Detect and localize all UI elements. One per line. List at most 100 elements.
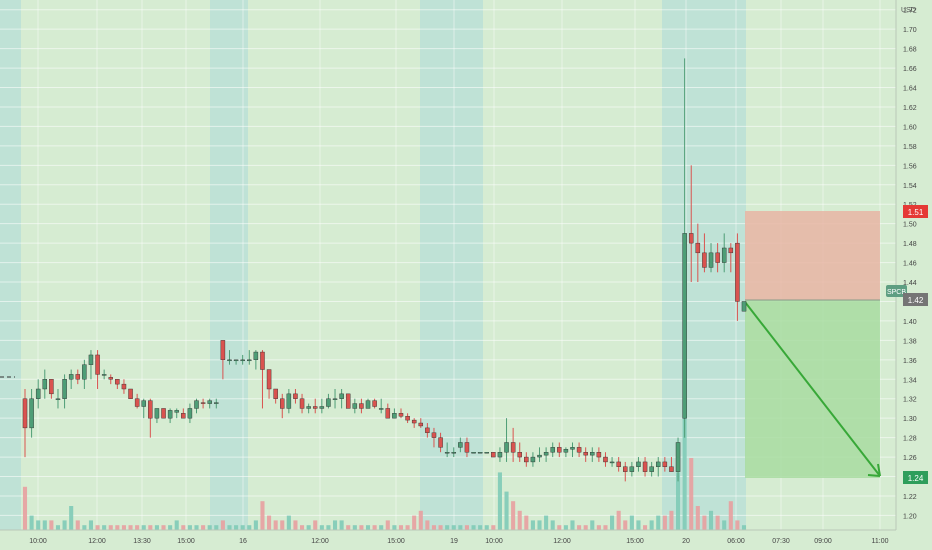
candle-body (728, 247, 734, 254)
volume-bar (267, 515, 272, 530)
candle-body (95, 354, 100, 375)
stop-price-label: 1.51 (903, 205, 928, 218)
volume-bar (359, 525, 364, 530)
volume-bar (504, 491, 509, 530)
volume-bar (201, 525, 206, 530)
volume-bar (464, 525, 469, 530)
target-arrow (744, 301, 881, 477)
candle-body (167, 410, 173, 419)
volume-bar (161, 525, 166, 530)
time-tick-labels: 10:00 12:00 13:30 15:00 16 12:00 15:00 19 10:00 1… (29, 538, 888, 545)
candle-body (286, 393, 292, 409)
candle-body (609, 461, 615, 464)
price-axis[interactable]: USD (895, 0, 916, 530)
symbol-tag[interactable]: SPCB (886, 285, 907, 297)
volume-bar (108, 525, 113, 530)
volume-bar (181, 525, 186, 530)
volume-bar (438, 525, 443, 530)
volume-bar (55, 525, 61, 530)
volume-bar (425, 520, 430, 530)
candle-body (200, 402, 206, 404)
price-tick-label: 1.72 (903, 8, 917, 15)
price-tick-label: 1.66 (903, 66, 917, 73)
candle-body (477, 452, 483, 454)
volume-bar (557, 525, 562, 530)
candle-body (365, 400, 371, 409)
volume-bars (22, 395, 747, 530)
candle-body (425, 427, 430, 433)
time-tick-label: 10:00 (29, 538, 47, 545)
volume-bar (445, 525, 450, 530)
candle-body (557, 447, 562, 453)
arrow-head-icon (867, 463, 881, 477)
candle-body (372, 400, 377, 407)
time-tick-label: 12:00 (88, 538, 106, 545)
candle-body (82, 364, 87, 380)
candle-body (154, 408, 160, 419)
volume-bar (253, 520, 258, 530)
volume-bar (69, 506, 74, 530)
candle-body (543, 452, 549, 456)
candle-body (451, 452, 457, 454)
volume-bar (22, 486, 28, 530)
candle-body (721, 247, 727, 263)
target-price-label: 1.24 (903, 471, 928, 484)
volume-bar (300, 525, 305, 530)
candle-body (161, 408, 166, 419)
price-tick-label: 1.48 (903, 241, 917, 248)
candle-body (530, 456, 536, 463)
time-tick-label: 12:00 (553, 538, 571, 545)
volume-bar (491, 525, 496, 530)
volume-bar (471, 525, 476, 530)
time-tick-label: 06:00 (727, 538, 745, 545)
candle-body (458, 442, 463, 448)
candle-body (623, 466, 628, 472)
price-tick-label: 1.50 (903, 222, 917, 229)
candle-body (266, 369, 272, 390)
time-tick-label: 11:00 (872, 538, 889, 545)
currency-label: USD (901, 7, 916, 14)
candle-body (669, 466, 674, 472)
candle-body (735, 242, 740, 302)
candle-body (88, 354, 94, 365)
candle-body (491, 452, 496, 458)
extended-hours-shading (0, 0, 746, 530)
volume-bar (128, 525, 133, 530)
volume-bar (293, 520, 298, 530)
risk-zone[interactable] (745, 211, 880, 300)
price-tick-label: 1.60 (903, 124, 917, 131)
candle-body (101, 374, 107, 376)
volume-bar (537, 520, 542, 530)
candle-body (583, 452, 588, 456)
candle-body (214, 402, 219, 404)
price-tick-label: 1.44 (903, 280, 917, 287)
volume-bar (260, 501, 265, 530)
volume-bar (352, 525, 357, 530)
target-price-bg (903, 471, 928, 484)
candle-body (642, 461, 648, 472)
price-tick-label: 1.70 (903, 27, 917, 34)
current-price-bg (903, 293, 928, 306)
volume-bar (662, 515, 667, 530)
volume-bar (563, 525, 568, 530)
price-tick-label: 1.58 (903, 144, 917, 151)
short-position-tool[interactable] (744, 211, 881, 478)
candle-body (675, 442, 681, 472)
candle-body (392, 413, 397, 419)
time-tick-label: 13:30 (133, 538, 151, 545)
price-tick-label: 1.28 (903, 436, 917, 443)
volume-bar (313, 520, 318, 530)
volume-bar (154, 525, 159, 530)
time-tick-label: 16 (239, 538, 247, 545)
volume-bar (405, 525, 410, 530)
volume-bar (398, 525, 404, 530)
volume-bar (636, 520, 641, 530)
volume-bar (708, 510, 714, 530)
candle-body (411, 419, 417, 424)
volume-bar (234, 525, 239, 530)
candle-body (649, 466, 654, 472)
volume-bar (623, 520, 628, 530)
volume-bar (240, 525, 245, 530)
volume-bar (75, 520, 80, 530)
